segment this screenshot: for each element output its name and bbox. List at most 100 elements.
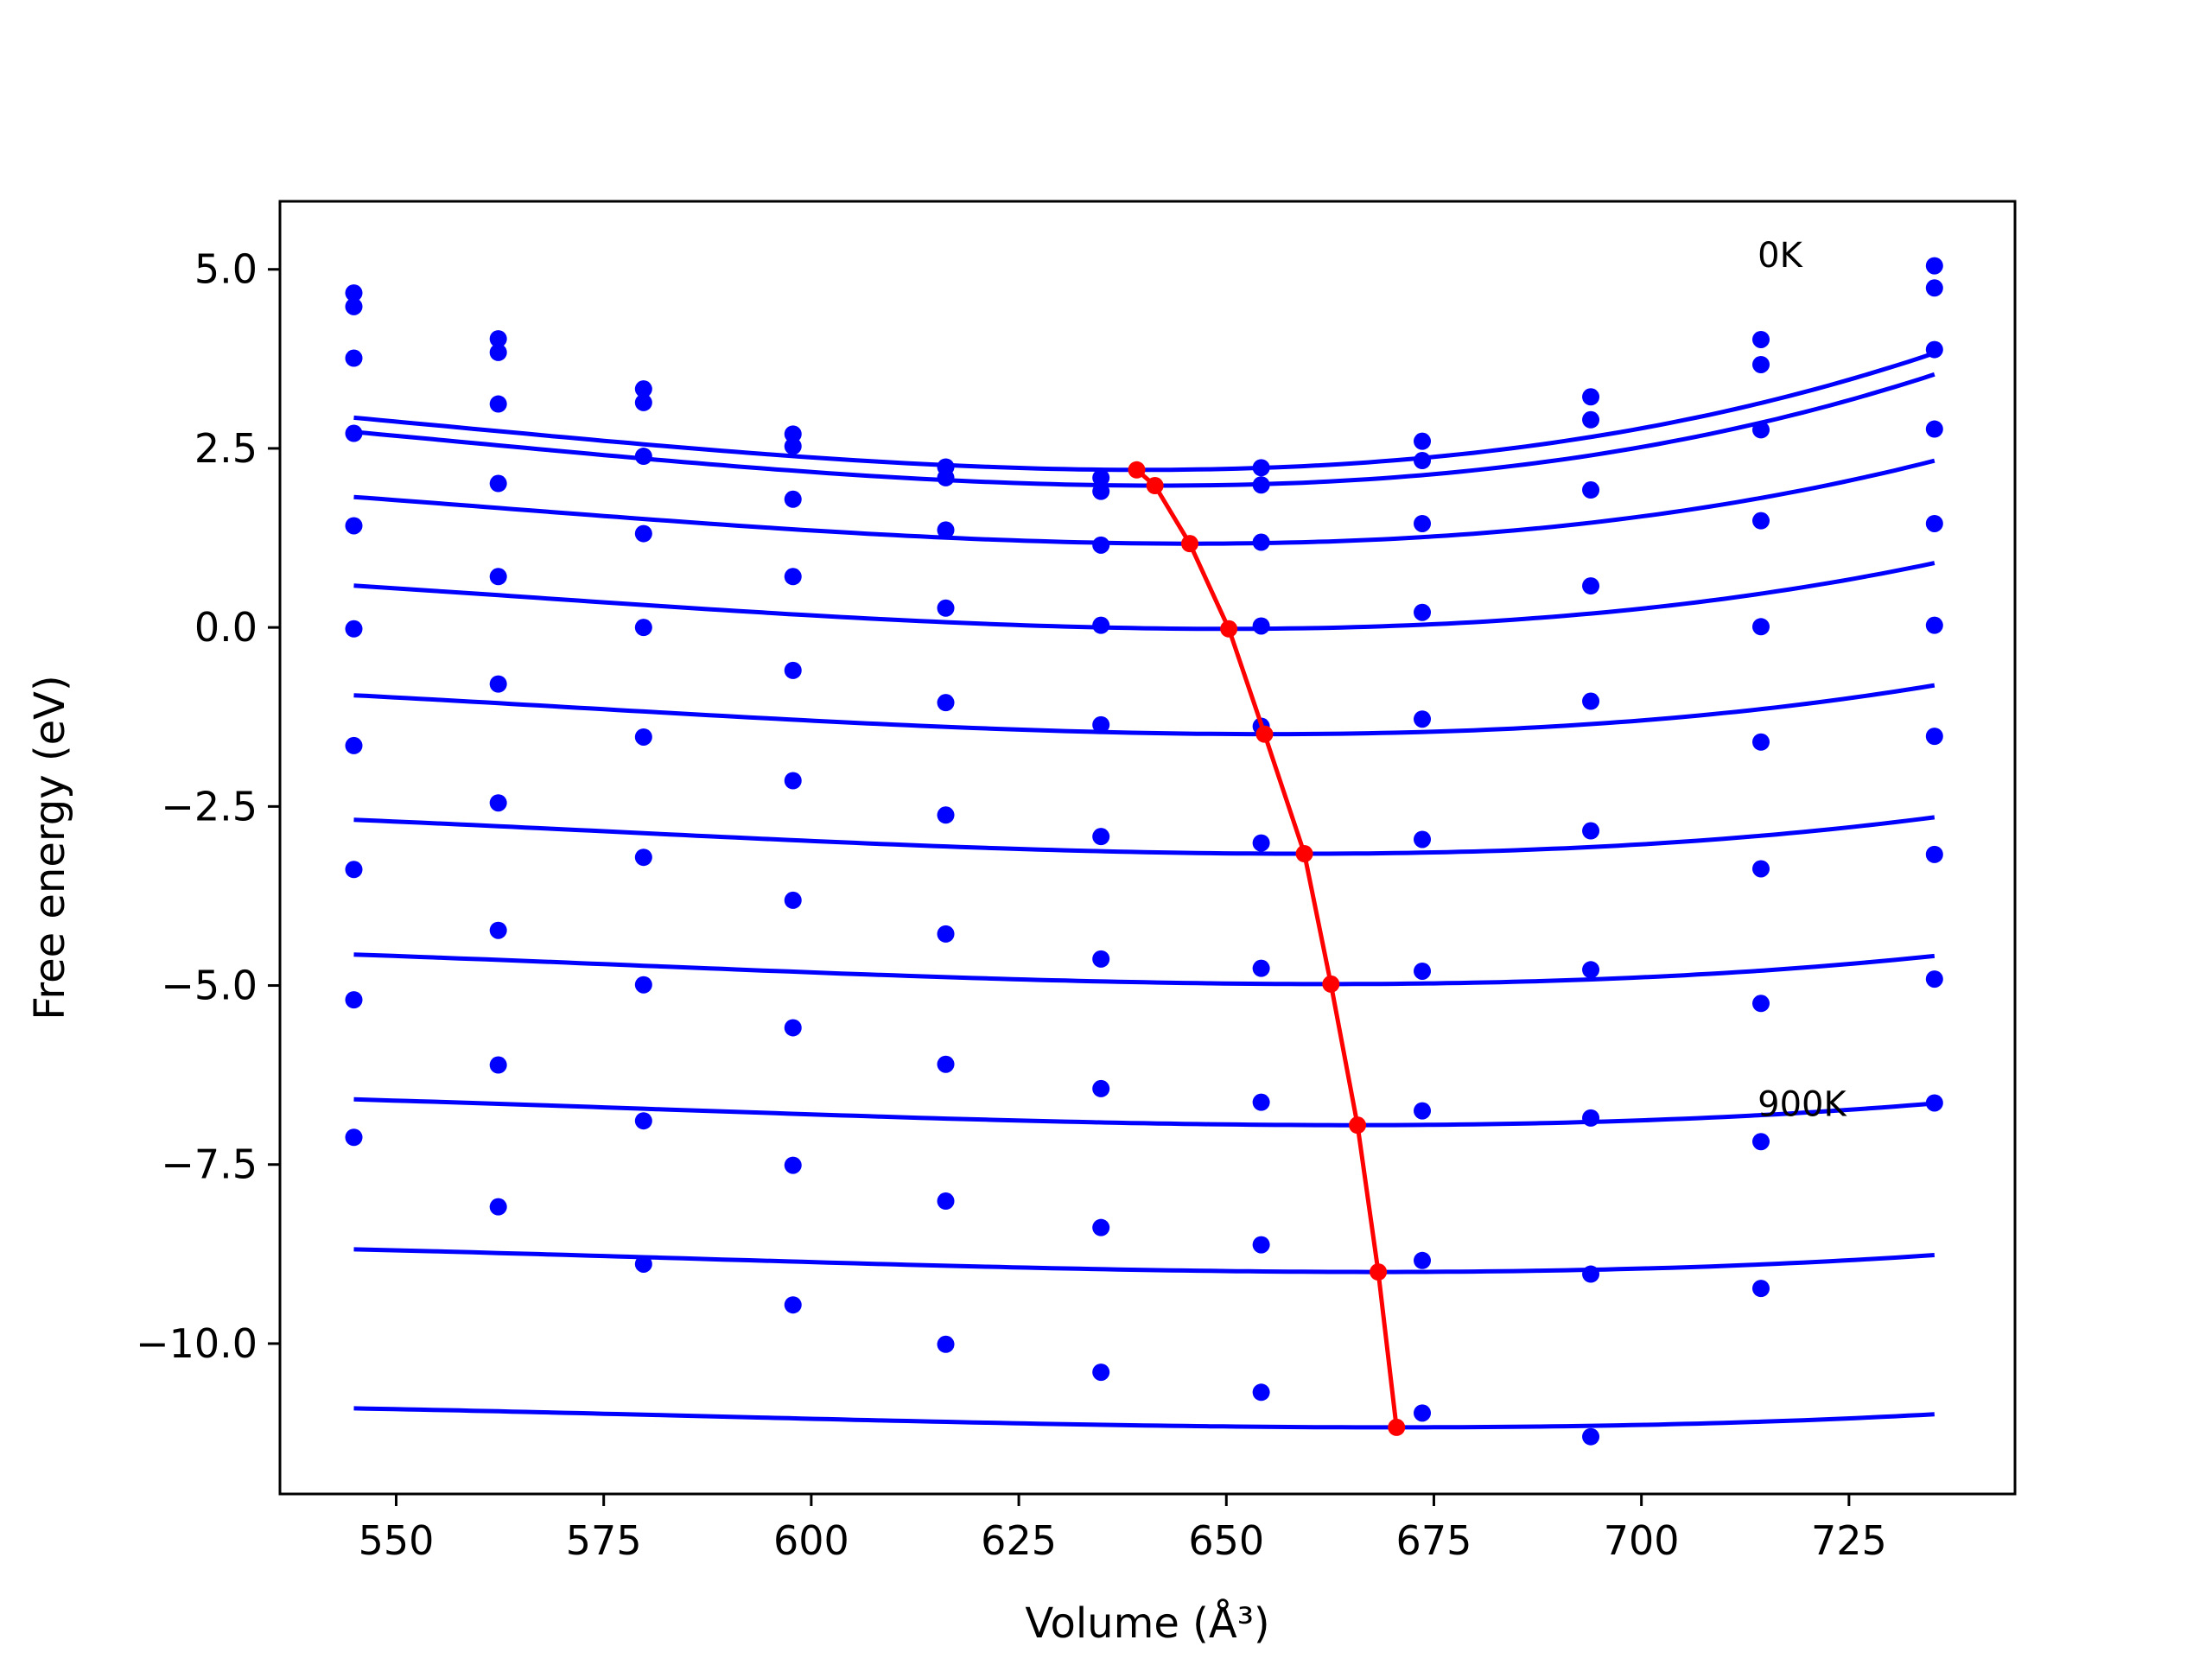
curve-annotations: 0K 900K <box>1758 236 1847 1124</box>
data-point <box>1752 860 1770 878</box>
fit-curve-2 <box>353 372 1936 488</box>
x-tick-label: 625 <box>981 1517 1057 1564</box>
data-point <box>489 675 507 693</box>
data-point <box>634 619 652 637</box>
minimum-energy-line <box>1135 467 1399 1428</box>
data-point <box>634 728 652 746</box>
plot-marks <box>345 257 1943 1446</box>
data-point <box>1582 961 1600 979</box>
x-axis-label: Volume (Å³) <box>1025 1599 1269 1648</box>
data-point <box>1414 603 1432 621</box>
data-point <box>345 424 363 442</box>
data-point <box>937 1192 955 1211</box>
data-point <box>1092 1218 1110 1236</box>
minimum-point <box>1295 845 1313 863</box>
data-point <box>937 925 955 943</box>
y-tick-label: 0.0 <box>194 604 257 651</box>
data-point <box>1092 950 1110 968</box>
data-point <box>634 448 652 466</box>
data-point <box>1925 514 1943 532</box>
minimum-point <box>1255 725 1274 743</box>
data-point <box>1414 452 1432 470</box>
data-point <box>1252 1093 1270 1111</box>
data-point <box>489 921 507 939</box>
data-point <box>1414 514 1432 532</box>
data-point <box>1414 432 1432 450</box>
plot-frame <box>278 200 2017 1496</box>
data-point <box>1752 1280 1770 1298</box>
data-point <box>1925 279 1943 297</box>
fit-curve-8 <box>353 1096 1935 1128</box>
data-point <box>489 343 507 361</box>
data-point <box>345 620 363 638</box>
y-tick-label: 2.5 <box>194 425 257 472</box>
data-point <box>1752 1133 1770 1151</box>
data-point <box>1582 1427 1600 1446</box>
data-point <box>784 661 802 679</box>
data-point <box>937 694 955 712</box>
minimum-point <box>1220 620 1238 638</box>
data-point <box>1414 1404 1432 1422</box>
x-tick-label: 650 <box>1188 1517 1264 1564</box>
minimum-point <box>1370 1263 1388 1281</box>
data-point <box>1925 970 1943 988</box>
data-point <box>1252 476 1270 494</box>
data-point <box>1925 257 1943 275</box>
data-point <box>1252 959 1270 977</box>
x-tick-label: 725 <box>1811 1517 1887 1564</box>
data-point <box>937 806 955 824</box>
data-point <box>345 517 363 535</box>
data-point <box>784 490 802 508</box>
data-point <box>937 1335 955 1353</box>
data-point <box>784 1296 802 1314</box>
data-point <box>1582 388 1600 406</box>
data-point <box>1252 459 1270 477</box>
data-point <box>1092 616 1110 634</box>
minimum-point <box>1128 461 1146 479</box>
x-tick-label: 550 <box>359 1517 435 1564</box>
data-point <box>345 1128 363 1147</box>
data-point <box>1252 1383 1270 1402</box>
fit-curve-7 <box>353 952 1936 987</box>
minimum-point <box>1322 975 1340 993</box>
data-point <box>1752 355 1770 373</box>
data-point <box>1414 1102 1432 1120</box>
data-point <box>634 524 652 543</box>
data-point <box>1925 340 1943 359</box>
data-point <box>1252 533 1270 551</box>
data-point <box>489 568 507 586</box>
data-point <box>634 976 652 994</box>
data-point <box>1092 482 1110 500</box>
x-tick-label: 675 <box>1396 1517 1472 1564</box>
data-point <box>784 891 802 909</box>
data-point <box>1752 421 1770 439</box>
y-tick-label: −7.5 <box>161 1141 257 1188</box>
data-point <box>345 349 363 367</box>
minimum-point <box>1180 535 1198 553</box>
data-point <box>345 736 363 754</box>
data-point <box>784 1156 802 1174</box>
data-point <box>937 468 955 486</box>
data-point <box>634 849 652 867</box>
data-point <box>1582 1109 1600 1127</box>
y-axis-label: Free energy (eV) <box>26 675 74 1020</box>
data-point <box>634 1112 652 1130</box>
data-point <box>1925 728 1943 746</box>
x-tick-label: 575 <box>566 1517 642 1564</box>
minimum-point <box>1146 477 1164 495</box>
data-point <box>1925 845 1943 863</box>
curve-annotation: 900K <box>1758 1084 1847 1124</box>
data-point <box>1582 692 1600 710</box>
data-point <box>1414 710 1432 728</box>
data-point <box>345 284 363 302</box>
data-point <box>1092 536 1110 554</box>
x-tick-label: 700 <box>1604 1517 1680 1564</box>
fit-curve-3 <box>353 458 1936 546</box>
data-point <box>1414 1251 1432 1269</box>
data-point <box>1414 830 1432 849</box>
data-point <box>1252 834 1270 852</box>
data-point <box>1925 1094 1943 1112</box>
data-point <box>1582 1265 1600 1283</box>
data-point <box>937 1055 955 1073</box>
y-tick-label: 5.0 <box>194 246 257 293</box>
